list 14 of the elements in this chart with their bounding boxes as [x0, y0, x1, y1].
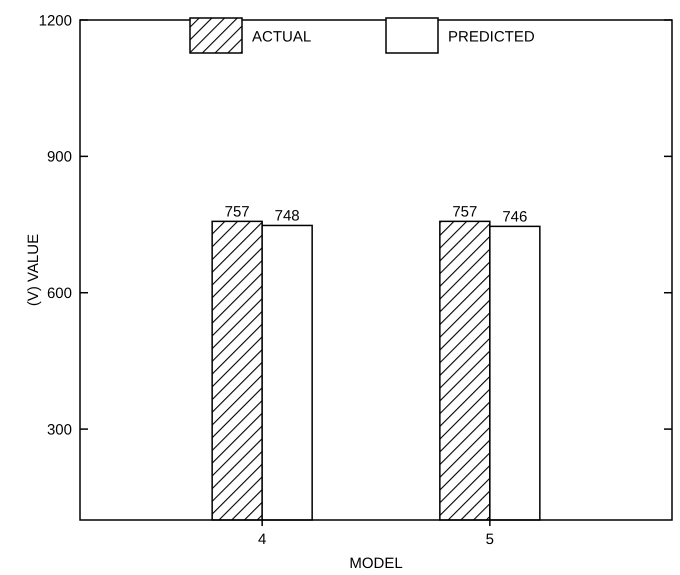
x-tick-label: 4 — [258, 531, 266, 548]
x-axis-title: MODEL — [349, 555, 403, 572]
x-tick-label: 5 — [486, 531, 494, 548]
data-label: 757 — [452, 203, 478, 220]
legend-label: ACTUAL — [252, 28, 312, 46]
y-tick-label: 600 — [46, 284, 72, 302]
data-label: 757 — [224, 203, 250, 220]
y-tick-label: 1200 — [38, 12, 72, 30]
legend-label: PREDICTED — [448, 28, 535, 46]
y-tick-label: 300 — [46, 421, 72, 438]
y-axis-title: (V) VALUE — [25, 234, 42, 306]
data-label: 746 — [502, 208, 528, 226]
y-tick-label: 900 — [46, 148, 72, 166]
data-label: 748 — [274, 207, 300, 224]
